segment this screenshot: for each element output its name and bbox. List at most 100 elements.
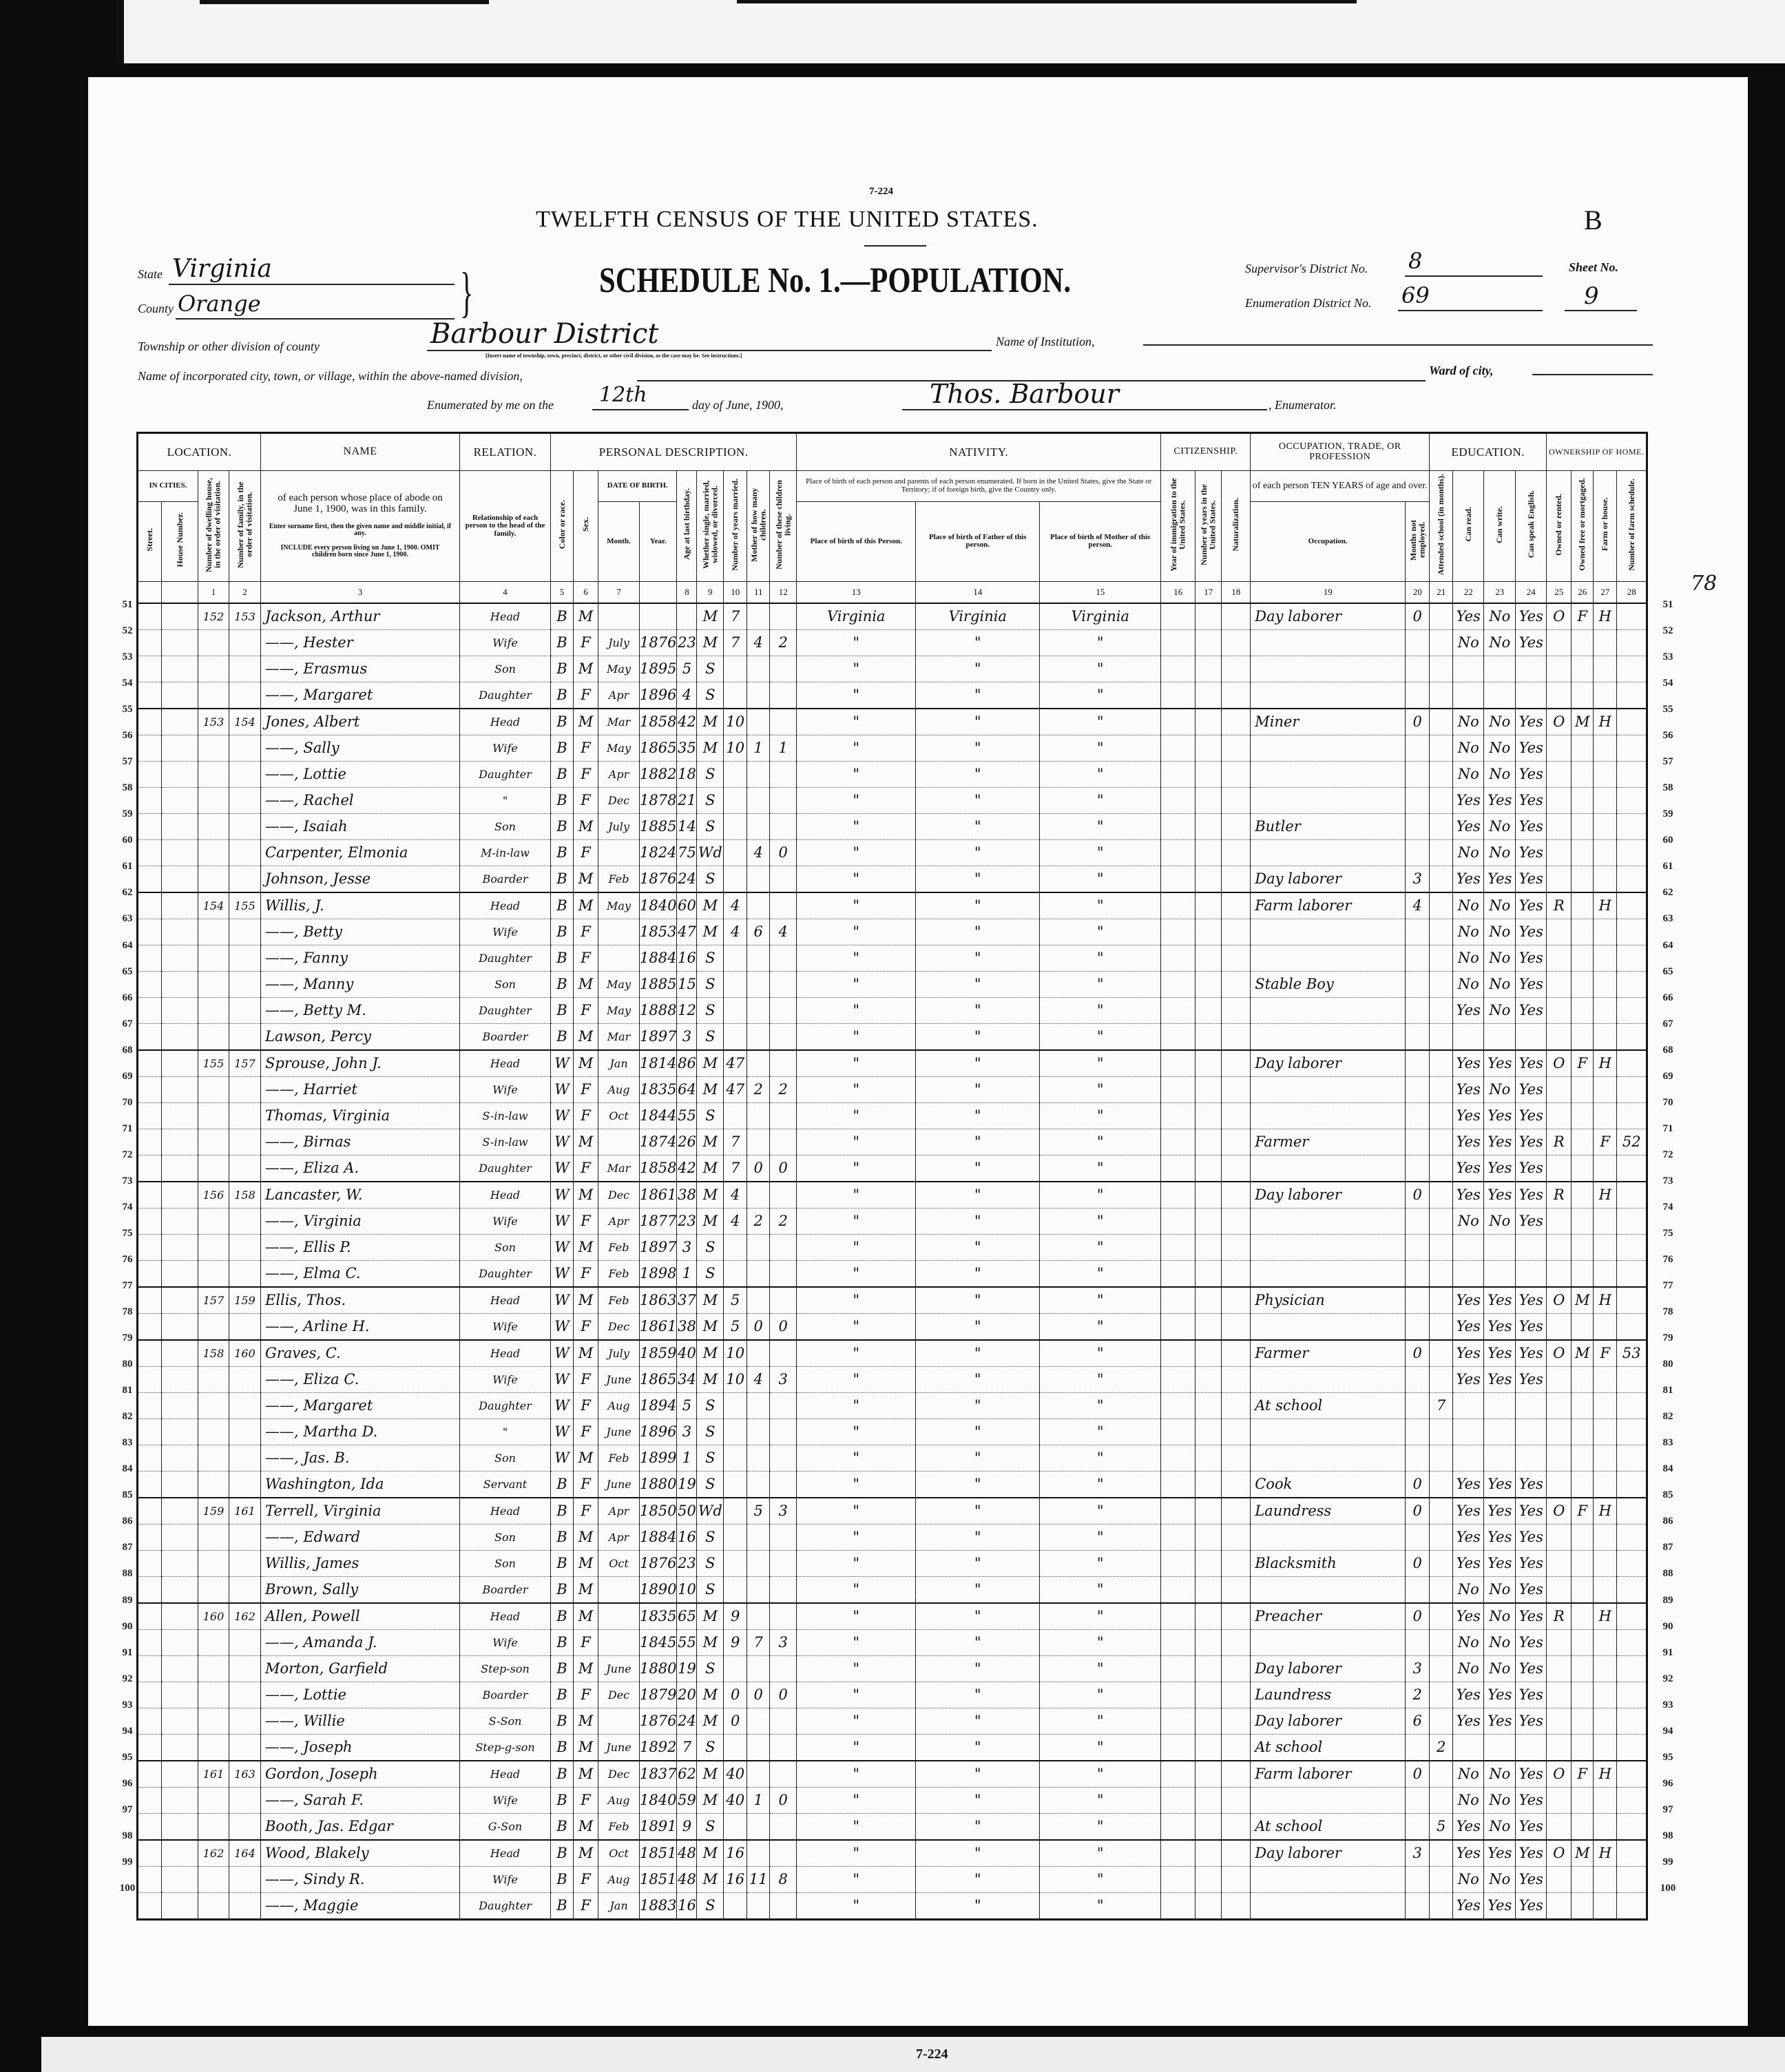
father-birthplace: " [915,629,1041,656]
years-married: 16 [723,1839,748,1867]
birth-year: 1876 [638,865,678,893]
father-birthplace: " [915,1812,1041,1841]
person-name: ——, Manny [260,970,460,998]
can-write: Yes [1483,786,1516,814]
speaks-english: Yes [1515,891,1547,919]
mother-of [747,1523,771,1551]
dwelling-number [198,786,229,814]
table-row: ——, Birnas S-in-law W M 1874 26 M 7 " " " Farmer Yes… [137,1128,1648,1155]
months-unemployed [1405,1049,1430,1077]
col-mother-of-header: Mother of how many children. [747,470,771,582]
can-read: Yes [1452,1839,1485,1867]
family-number [229,1392,261,1419]
occupation [1250,1207,1406,1235]
table-row: ——, Eliza A. Daughter W F Mar 1858 42 M 7 0 0 " " " Ye… [137,1154,1648,1182]
birth-year: 1876 [638,1707,678,1735]
birth-month: Feb [598,1259,640,1288]
table-row: ——, Sally Wife B F May 1865 35 M 10 1 1 " " " No No Yes [137,734,1648,762]
age: 23 [676,629,698,656]
owned-rented [1546,1523,1572,1551]
person-name: Washington, Ida [260,1470,460,1498]
children-living: 3 [769,1496,797,1525]
family-number [229,1733,261,1761]
owned-rented [1546,1154,1572,1182]
farm-house: H [1593,891,1618,919]
col-school-header: Attended school (in months). [1429,470,1454,582]
birth-year: 1814 [638,1049,678,1077]
sex: F [573,760,598,788]
age: 34 [676,1365,698,1393]
school-months [1429,707,1454,735]
can-write: Yes [1483,1549,1516,1577]
farm-schedule [1616,1733,1648,1761]
sex: M [573,1839,598,1867]
family-number [229,1128,261,1155]
dwelling-number [198,655,229,682]
years-married [723,1418,748,1445]
years-married [723,996,748,1024]
mother-of [747,865,771,893]
mother-birthplace: " [1039,734,1162,762]
empty-cell [1221,1444,1251,1472]
marital-status: M [696,891,724,919]
line-number: 96 [122,1777,133,1789]
mother-birthplace: " [1039,1049,1162,1077]
line-number: 84 [1662,1463,1673,1475]
date-of-birth-header: DATE OF BIRTH. [597,470,678,502]
children-living [769,1392,797,1419]
father-birthplace: " [915,1576,1041,1604]
empty-cell [1195,681,1222,709]
mother-of [747,996,771,1024]
age: 15 [676,970,698,998]
farm-schedule [1616,1523,1648,1551]
children-living [769,602,797,630]
family-number: 161 [229,1496,261,1525]
color: B [550,839,574,866]
mother-of [747,1233,771,1261]
line-number: 54 [1662,678,1673,689]
age: 10 [676,1576,698,1604]
occupation: Cook [1250,1470,1406,1498]
birthplace: " [796,1102,917,1129]
column-number: 24 [1515,580,1547,604]
empty-cell [1195,1339,1222,1367]
age: 24 [676,865,698,893]
line-number: 58 [122,782,133,794]
empty-cell [1195,734,1222,762]
father-birthplace: " [915,1496,1041,1525]
farm-house [1593,1812,1618,1841]
dwelling-number: 156 [198,1180,229,1208]
person-name: ——, Eliza A. [260,1154,460,1182]
col-name-header: of each person whose place of abode on J… [260,470,460,582]
line-number: 60 [122,835,133,846]
dwelling-number [198,1681,229,1708]
dwelling-number: 161 [198,1759,229,1788]
line-number: 66 [122,992,133,1003]
farm-house [1593,996,1618,1024]
birth-year: 1880 [638,1470,678,1498]
mother-of: 11 [747,1865,771,1893]
farm-schedule [1616,655,1648,682]
free-mortgaged [1571,1707,1594,1735]
line-number: 55 [1662,704,1673,715]
col-write-header: Can write. [1483,470,1516,582]
empty-cell [1195,655,1222,682]
dwelling-number [198,1128,229,1155]
line-number: 73 [1662,1175,1673,1186]
children-living [769,1549,797,1577]
can-read: Yes [1452,1312,1485,1341]
line-number: 62 [1662,887,1673,899]
empty-cell [1195,1602,1222,1630]
years-married: 4 [723,1207,748,1235]
empty-cell [161,996,198,1024]
line-number: 97 [1662,1803,1673,1815]
birthplace: " [796,1576,917,1604]
farm-schedule [1616,1286,1648,1314]
color: W [550,1180,574,1208]
color: W [550,1207,574,1235]
marital-status: S [696,996,724,1024]
line-number: 98 [122,1830,133,1841]
birthplace: " [796,1655,917,1682]
birthplace: " [796,707,917,735]
family-number [229,1207,261,1235]
